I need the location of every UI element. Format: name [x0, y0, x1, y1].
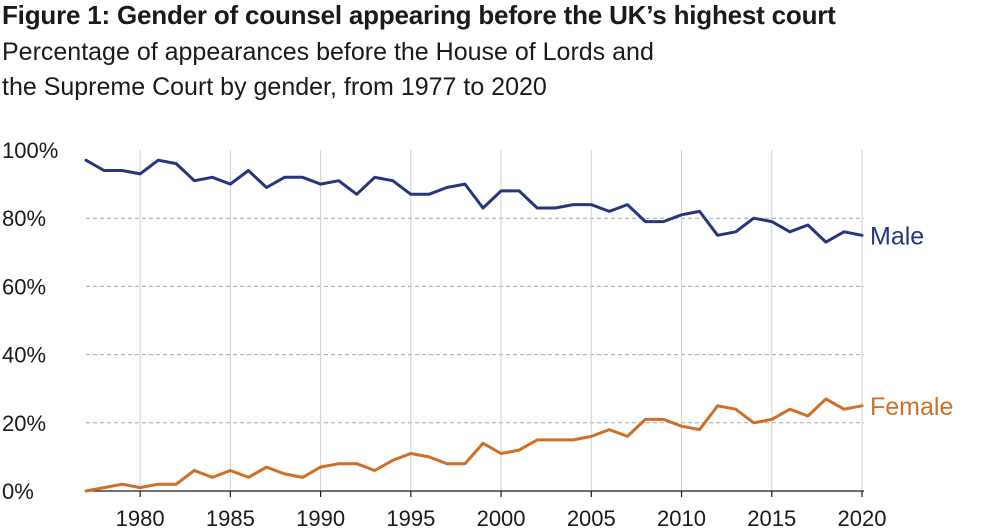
x-tick-label-2010: 2010 [657, 506, 706, 528]
series-label-female: Female [870, 393, 953, 421]
series-label-male: Male [870, 222, 924, 250]
y-tick-label-80: 80% [2, 206, 46, 231]
x-tick-label-1985: 1985 [206, 506, 255, 528]
x-tick-label-2005: 2005 [567, 506, 616, 528]
axes [86, 490, 864, 497]
y-tick-label-60: 60% [2, 274, 46, 299]
y-tick-label-100: 100% [2, 138, 58, 163]
chart-title: Figure 1: Gender of counsel appearing be… [2, 0, 836, 30]
y-tick-label-0: 0% [2, 479, 34, 504]
series-labels: Male Female [870, 222, 953, 421]
y-tick-labels: 0% 20% 40% 60% 80% 100% [2, 138, 58, 504]
y-tick-label-40: 40% [2, 343, 46, 368]
series-lines [84, 158, 864, 493]
x-tick-label-1995: 1995 [386, 506, 435, 528]
x-tick-label-2020: 2020 [838, 506, 887, 528]
x-tick-label-1990: 1990 [296, 506, 345, 528]
y-tick-label-20: 20% [2, 411, 46, 436]
x-tick-label-1980: 1980 [116, 506, 165, 528]
series-line-male [84, 158, 864, 244]
subtitle-line-2: the Supreme Court by gender, from 1977 t… [2, 73, 547, 101]
x-tick-label-2015: 2015 [747, 506, 796, 528]
x-tick-label-2000: 2000 [477, 506, 526, 528]
series-line-female [84, 397, 864, 493]
subtitle-line-1: Percentage of appearances before the Hou… [2, 38, 654, 66]
x-tick-labels: 1980 1985 1990 1995 2000 2005 2010 2015 2020 [116, 506, 887, 528]
gridlines [86, 150, 864, 491]
chart-subtitle: Percentage of appearances before the Hou… [2, 35, 902, 105]
